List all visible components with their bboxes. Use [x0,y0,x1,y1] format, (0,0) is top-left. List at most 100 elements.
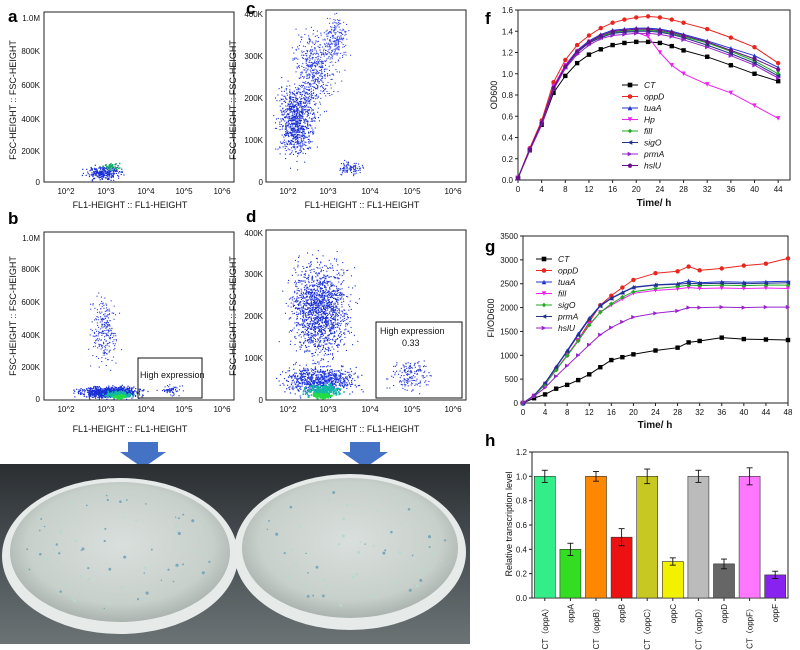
flow-event [346,270,348,272]
flow-event [285,127,287,129]
flow-event [289,94,291,96]
flow-b-xtick-3: 10^5 [175,405,193,414]
flow-event [308,93,310,95]
flow-event [328,46,330,48]
flow-event [310,328,312,330]
flow-event [321,287,323,289]
flow-event [97,311,99,313]
flow-event [105,365,107,367]
flow-event [97,319,99,321]
flow-event [169,390,171,392]
flow-event [313,313,315,315]
flow-event [326,53,328,55]
flow-event [303,109,305,111]
flow-event [294,282,296,284]
flow-c-ytick-4: 400K [244,10,263,19]
flow-event [296,67,298,69]
flow-event [113,172,115,175]
flow-event [338,24,340,26]
flow-event [310,294,312,296]
flow-event [286,130,288,132]
flow-event [126,388,128,391]
flow-event [90,308,92,310]
flow-event [330,87,332,89]
flow-event [309,146,311,148]
flow-event [304,122,306,124]
flow-event [296,131,298,133]
flow-event [294,109,296,111]
flow-event [303,341,305,343]
flow-event [94,389,96,392]
flow-event [310,261,312,263]
flow-event [311,313,313,315]
flow-event [114,164,116,166]
flow-event [331,93,333,95]
flow-event [342,312,344,314]
flow-event [105,357,107,359]
flow-event [326,85,328,87]
flow-event [329,53,331,55]
flow-event [316,304,318,306]
flow-event [328,319,330,321]
flow-event [306,316,308,318]
flow-event [317,59,319,61]
flow-event [318,327,320,329]
flow-event [288,136,290,138]
flow-event [314,103,316,105]
flow-event [112,175,114,177]
flow-event [325,321,327,323]
flow-event [328,93,330,95]
flow-event [122,389,124,391]
flow-event [113,335,115,337]
flow-event [112,170,115,172]
flow-event [286,124,288,126]
flow-event [321,333,323,335]
flow-event [296,316,298,318]
flow-event [106,398,108,400]
flow-event [308,106,310,108]
flow-event [298,324,300,326]
flow-event [313,100,315,102]
flow-event [110,391,113,393]
flow-event [291,139,293,141]
flow-event [321,62,323,64]
flow-event [299,152,301,154]
flow-event [311,298,313,300]
flow-event [324,71,326,73]
flow-event [84,389,86,391]
flow-event [332,328,334,330]
flow-event [286,114,288,116]
flow-a-xlabel: FL1-HEIGHT :: FL1-HEIGHT [73,200,188,210]
flow-event [116,166,118,169]
flow-event [336,71,338,73]
flow-event [342,316,344,318]
flow-event [115,170,117,172]
flow-event [337,318,339,320]
flow-event [294,145,296,147]
flow-event [91,172,93,174]
flow-event [310,65,312,67]
flow-event [296,105,298,107]
flow-event [324,282,326,284]
flow-event [313,81,315,83]
flow-event [300,288,302,290]
flow-event [100,395,102,397]
flow-event [321,344,323,346]
flow-event [340,52,342,54]
flow-event [307,350,309,352]
flow-event [312,307,314,309]
flow-event [323,329,325,331]
flow-event [109,338,111,340]
flow-event [295,151,297,153]
flow-event [344,31,346,33]
flow-event [296,110,298,112]
flow-event [315,98,317,100]
flow-event [311,305,313,307]
flow-event [335,260,337,262]
flow-event [313,330,315,332]
flow-event [296,122,298,124]
flow-event [334,319,336,321]
flow-event [332,36,334,38]
flow-event [324,68,326,70]
flow-event [312,92,314,94]
